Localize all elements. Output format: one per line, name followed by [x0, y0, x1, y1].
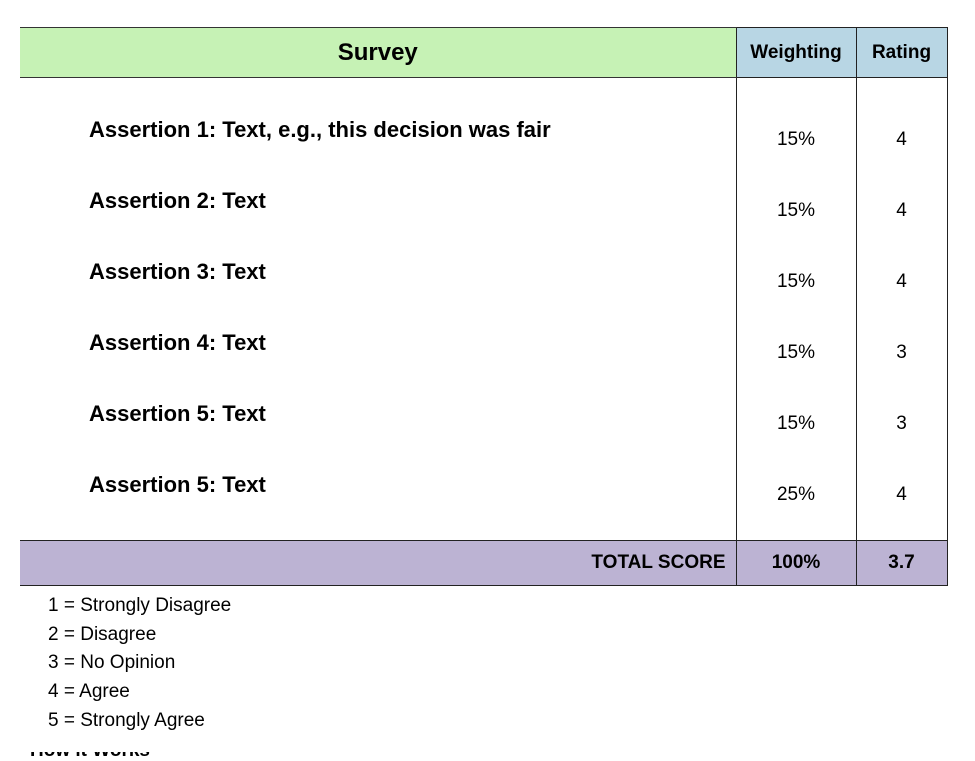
- legend-item: 3 = No Opinion: [48, 652, 176, 674]
- assertion-cell[interactable]: Assertion 5: Text: [89, 472, 266, 497]
- spacer-cell[interactable]: [855, 526, 948, 541]
- weighting-cell[interactable]: 15%: [735, 242, 857, 313]
- rating-header-cell[interactable]: Rating: [855, 27, 948, 78]
- spacer-cell[interactable]: [20, 526, 736, 541]
- assertion-cell[interactable]: Assertion 1: Text, e.g., this decision w…: [89, 117, 551, 142]
- legend-item: 2 = Disagree: [48, 623, 157, 645]
- total-rating-cell[interactable]: 3.7: [855, 540, 948, 586]
- total-score-label[interactable]: TOTAL SCORE: [20, 540, 736, 586]
- assertion-row: Assertion 2: Text 15% 4: [20, 171, 948, 242]
- weighting-header-cell[interactable]: Weighting: [735, 27, 857, 78]
- assertion-row: Assertion 3: Text 15% 4: [20, 242, 948, 313]
- weighting-cell[interactable]: 25%: [735, 455, 857, 526]
- spacer-cell[interactable]: [735, 77, 857, 100]
- survey-title-cell[interactable]: Survey: [20, 27, 736, 78]
- assertion-row: Assertion 5: Text 15% 3: [20, 384, 948, 455]
- partial-heading-text: How it Works: [30, 752, 230, 761]
- rating-cell[interactable]: 3: [855, 313, 948, 384]
- rating-cell[interactable]: 4: [855, 242, 948, 313]
- assertion-cell[interactable]: Assertion 3: Text: [89, 259, 266, 284]
- legend-item: 4 = Agree: [48, 681, 130, 703]
- weighting-cell[interactable]: 15%: [735, 100, 857, 171]
- total-weighting-cell[interactable]: 100%: [735, 540, 857, 586]
- weighting-cell[interactable]: 15%: [735, 384, 857, 455]
- survey-table: Survey Weighting Rating Assertion 1: Tex…: [20, 27, 948, 586]
- assertion-cell[interactable]: Assertion 4: Text: [89, 330, 266, 355]
- assertion-row: Assertion 4: Text 15% 3: [20, 313, 948, 384]
- legend-item: 5 = Strongly Agree: [48, 709, 205, 731]
- header-row: Survey Weighting Rating: [20, 27, 948, 78]
- weighting-cell[interactable]: 15%: [735, 171, 857, 242]
- assertion-cell[interactable]: Assertion 5: Text: [89, 401, 266, 426]
- spacer-cell[interactable]: [20, 77, 736, 100]
- spacer-cell[interactable]: [735, 526, 857, 541]
- rating-cell[interactable]: 4: [855, 100, 948, 171]
- assertion-cell[interactable]: Assertion 2: Text: [89, 188, 266, 213]
- rating-cell[interactable]: 4: [855, 171, 948, 242]
- weighting-cell[interactable]: 15%: [735, 313, 857, 384]
- partial-section-heading: How it Works: [30, 752, 230, 761]
- assertion-row: Assertion 1: Text, e.g., this decision w…: [20, 100, 948, 171]
- assertion-row: Assertion 5: Text 25% 4: [20, 455, 948, 526]
- rating-scale-legend: 1 = Strongly Disagree 2 = Disagree 3 = N…: [48, 592, 231, 736]
- spacer-cell[interactable]: [855, 77, 948, 100]
- total-row: TOTAL SCORE 100% 3.7: [20, 540, 948, 586]
- legend-item: 1 = Strongly Disagree: [48, 595, 232, 616]
- rating-cell[interactable]: 3: [855, 384, 948, 455]
- rating-cell[interactable]: 4: [855, 455, 948, 526]
